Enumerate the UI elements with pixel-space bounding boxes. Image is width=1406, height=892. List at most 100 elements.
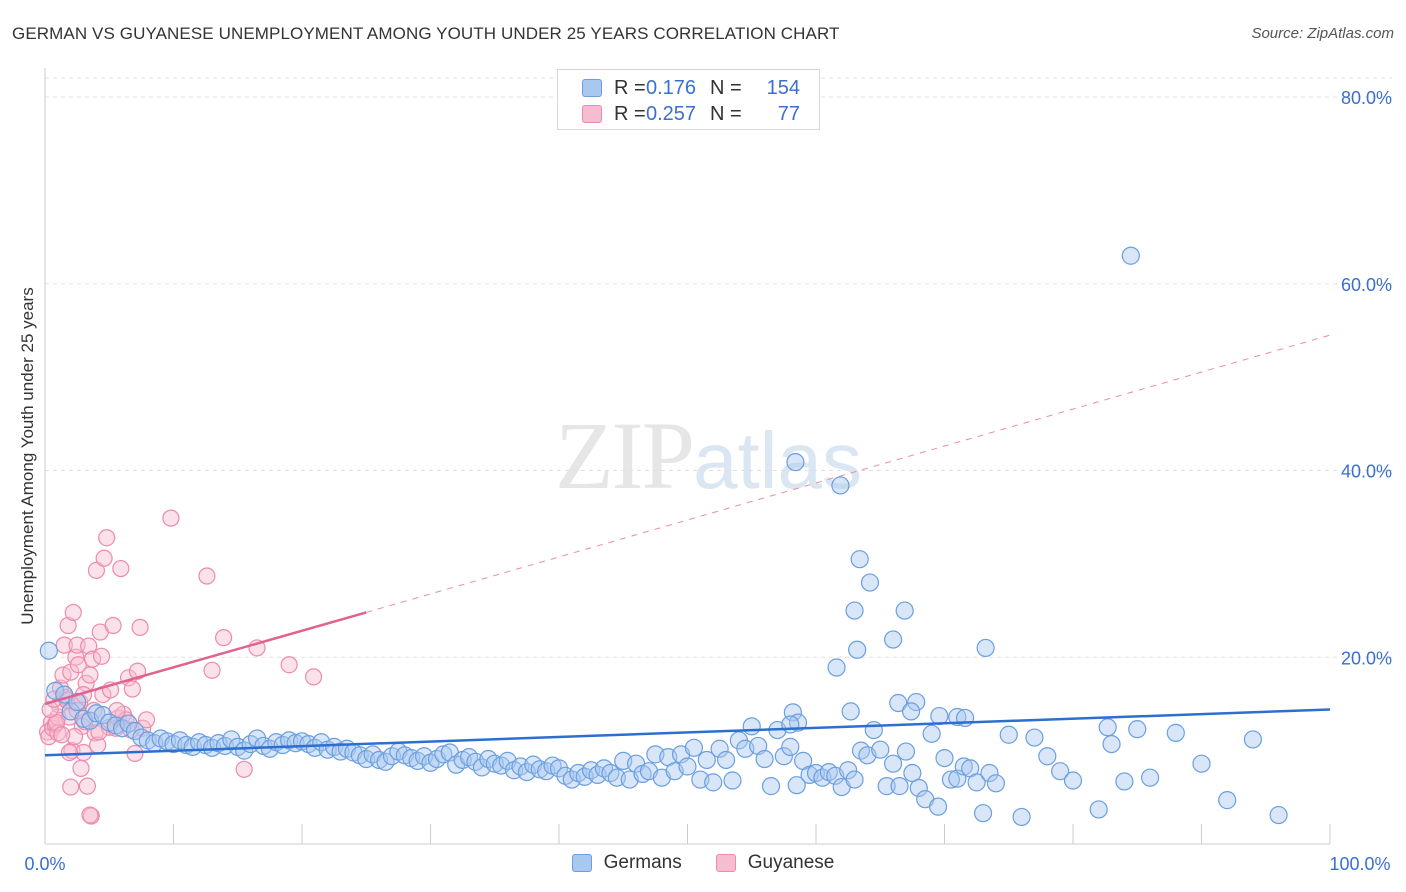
watermark-zip: ZIP bbox=[555, 402, 695, 509]
data-point bbox=[80, 637, 98, 655]
legend-n-value: 77 bbox=[777, 102, 800, 125]
data-point bbox=[761, 777, 781, 796]
series-legend-guyanese: Guyanese bbox=[715, 852, 834, 874]
data-point bbox=[787, 776, 806, 795]
data-point bbox=[119, 714, 138, 733]
data-point bbox=[848, 640, 867, 659]
data-point bbox=[871, 740, 890, 759]
data-point bbox=[935, 748, 954, 768]
data-point bbox=[98, 529, 116, 547]
data-point bbox=[93, 706, 112, 725]
data-point bbox=[123, 680, 141, 698]
data-point bbox=[890, 777, 909, 796]
data-point bbox=[82, 807, 100, 825]
data-point bbox=[1063, 771, 1083, 790]
legend-n-label: N = bbox=[710, 76, 742, 99]
data-point bbox=[235, 741, 254, 760]
watermark: ZIPatlas bbox=[555, 400, 862, 511]
data-point bbox=[95, 549, 113, 567]
data-point bbox=[781, 715, 800, 734]
data-point bbox=[87, 704, 106, 723]
data-point bbox=[1102, 734, 1121, 754]
data-point bbox=[896, 742, 916, 761]
trend-line-guyanese-extended bbox=[366, 334, 1331, 613]
data-point bbox=[131, 618, 149, 636]
legend-r-label: R = bbox=[614, 76, 646, 99]
data-point bbox=[81, 666, 99, 684]
data-point bbox=[434, 745, 453, 764]
data-point bbox=[46, 681, 65, 700]
data-point bbox=[742, 717, 761, 736]
data-point bbox=[65, 728, 84, 746]
trend-line-guyanese bbox=[44, 611, 367, 706]
data-point bbox=[72, 759, 90, 777]
data-point bbox=[125, 721, 145, 741]
data-point bbox=[104, 616, 122, 635]
data-point bbox=[55, 636, 73, 654]
data-point bbox=[1269, 805, 1288, 825]
data-point bbox=[889, 693, 908, 713]
data-point bbox=[162, 509, 180, 527]
legend-swatch-germans bbox=[582, 79, 602, 97]
stats-legend: R = 0.176 N = 154 R = 0.257 N = 77 bbox=[557, 69, 820, 130]
data-point bbox=[198, 567, 216, 585]
data-point bbox=[1128, 720, 1147, 739]
data-point bbox=[860, 573, 880, 592]
data-point bbox=[304, 668, 323, 686]
data-point bbox=[831, 476, 850, 495]
data-point bbox=[87, 561, 106, 580]
data-point bbox=[723, 771, 742, 790]
data-point bbox=[928, 797, 948, 816]
data-point bbox=[59, 616, 77, 635]
data-point bbox=[839, 761, 858, 780]
source-credit: Source: ZipAtlas.com bbox=[1251, 25, 1394, 42]
data-point bbox=[1166, 723, 1185, 742]
data-point bbox=[877, 777, 896, 796]
data-point bbox=[841, 702, 860, 721]
data-point bbox=[112, 559, 130, 578]
legend-r-value: 0.257 bbox=[646, 102, 697, 125]
data-point bbox=[922, 724, 941, 743]
legend-r-label: R = bbox=[614, 102, 646, 125]
data-point bbox=[895, 601, 914, 620]
data-point bbox=[60, 743, 79, 762]
data-point bbox=[235, 760, 253, 778]
data-point bbox=[92, 647, 111, 665]
data-point bbox=[684, 738, 704, 757]
data-point bbox=[1025, 728, 1044, 747]
data-point bbox=[710, 739, 729, 758]
data-point bbox=[774, 747, 793, 766]
data-point bbox=[1012, 807, 1031, 827]
legend-row-germans: R = 0.176 N = 154 bbox=[582, 76, 800, 100]
data-point bbox=[1089, 800, 1108, 819]
legend-swatch-guyanese bbox=[582, 105, 602, 123]
data-point bbox=[280, 656, 298, 674]
data-point bbox=[215, 629, 233, 647]
data-point bbox=[999, 725, 1018, 744]
series-name-germans: Germans bbox=[603, 852, 682, 873]
data-point bbox=[948, 707, 967, 727]
data-point bbox=[907, 692, 926, 712]
data-point bbox=[827, 658, 846, 677]
data-point bbox=[901, 702, 921, 721]
x-tick-label: 100.0% bbox=[1329, 854, 1390, 874]
data-point bbox=[78, 777, 97, 795]
y-tick-label: 20.0% bbox=[1341, 648, 1392, 668]
series-legend: Germans Guyanese bbox=[0, 852, 1406, 874]
data-point bbox=[1098, 718, 1117, 737]
data-point bbox=[909, 778, 928, 798]
data-point bbox=[883, 630, 903, 649]
data-point bbox=[716, 750, 736, 770]
data-point bbox=[678, 757, 697, 776]
data-point bbox=[845, 601, 864, 620]
data-point bbox=[845, 770, 864, 789]
data-point bbox=[1218, 791, 1237, 810]
data-point bbox=[39, 641, 58, 660]
legend-row-guyanese: R = 0.257 N = 77 bbox=[582, 102, 800, 126]
legend-r-value: 0.176 bbox=[646, 76, 697, 99]
data-point bbox=[62, 778, 80, 796]
data-point bbox=[786, 452, 805, 472]
legend-n-value: 154 bbox=[766, 76, 800, 99]
data-point bbox=[1115, 772, 1134, 791]
data-point bbox=[781, 737, 800, 756]
